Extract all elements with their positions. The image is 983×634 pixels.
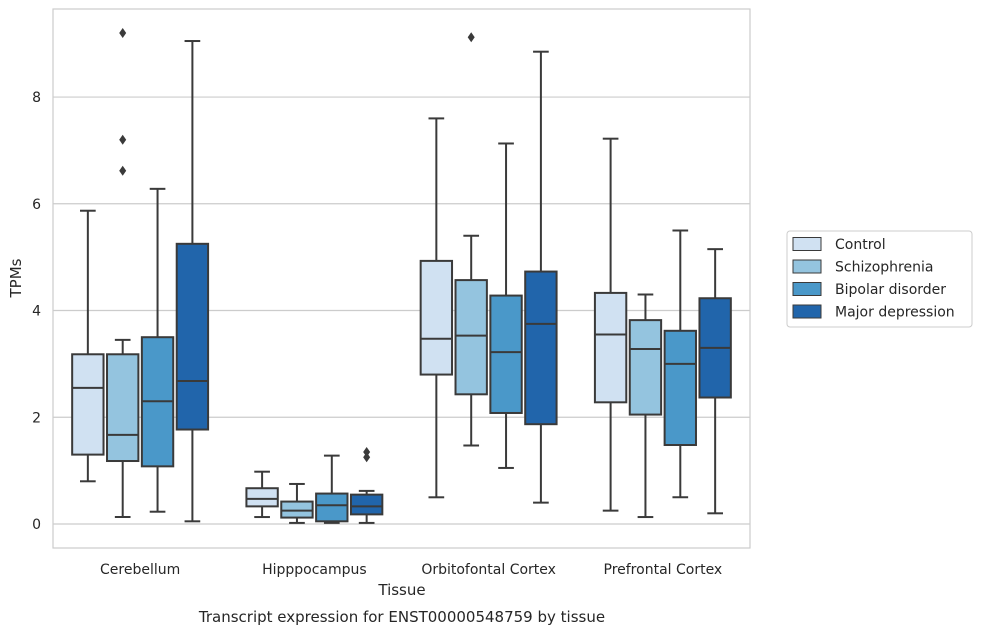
box-iqr <box>663 329 697 447</box>
outlier-point <box>119 134 127 145</box>
box-iqr <box>489 294 523 414</box>
box-series <box>71 28 732 524</box>
outlier-point <box>119 165 127 176</box>
box-major-depression <box>175 40 210 523</box>
box-iqr <box>280 500 314 519</box>
x-tick-label: Hipppocampus <box>262 562 367 578</box>
legend-swatch <box>792 237 822 251</box>
legend-label: Schizophrenia <box>835 260 933 276</box>
box-iqr <box>315 492 349 523</box>
box-iqr <box>245 487 279 508</box>
box-major-depression <box>698 248 732 515</box>
y-tick-label: 2 <box>32 410 41 426</box>
legend-label: Bipolar disorder <box>835 282 946 298</box>
outlier-point <box>363 452 371 463</box>
box-iqr <box>628 319 663 416</box>
plot-frame <box>52 8 751 549</box>
box-iqr <box>454 279 488 396</box>
box-major-depression <box>349 446 384 524</box>
legend-swatch <box>792 259 822 274</box>
legend-frame <box>786 230 973 328</box>
box-bipolar-disorder <box>315 454 349 524</box>
box-control <box>71 209 105 483</box>
box-bipolar-disorder <box>489 142 523 469</box>
box-schizophrenia <box>454 32 488 447</box>
box-bipolar-disorder <box>663 229 697 499</box>
box-bipolar-disorder <box>140 187 175 513</box>
box-iqr <box>175 242 210 431</box>
x-tick-label: Prefrontal Cortex <box>604 562 723 578</box>
box-iqr <box>419 259 454 376</box>
outlier-point <box>363 446 371 457</box>
box-control <box>245 470 279 519</box>
chart-caption: Transcript expression for ENST0000054875… <box>198 608 605 626</box>
x-axis-ticks: Cerebellum Hipppocampus Orbitofontal Corte… <box>100 562 722 578</box>
y-axis-label: TPMs <box>7 258 25 298</box>
y-tick-label: 4 <box>32 304 41 320</box>
x-tick-label: Cerebellum <box>100 562 180 578</box>
box-schizophrenia <box>106 28 140 519</box>
box-iqr <box>349 493 384 516</box>
box-schizophrenia <box>628 293 663 519</box>
y-axis-ticks: 0 2 4 6 8 <box>32 90 41 533</box>
legend-label: Control <box>835 237 886 253</box>
box-schizophrenia <box>280 482 314 524</box>
x-tick-label: Orbitofontal Cortex <box>421 562 556 578</box>
y-tick-label: 6 <box>32 197 41 213</box>
legend-swatch <box>792 304 822 319</box>
y-tick-label: 0 <box>32 517 41 533</box>
box-control <box>419 117 454 499</box>
legend-label: Major depression <box>835 305 955 321</box>
x-axis-label: Tissue <box>377 581 425 599</box>
box-iqr <box>106 353 140 463</box>
y-tick-label: 8 <box>32 90 41 106</box>
box-control <box>593 137 628 512</box>
box-iqr <box>593 291 628 404</box>
legend: Control Schizophrenia Bipolar disorder Majo… <box>786 230 973 328</box>
outlier-point <box>467 32 475 43</box>
legend-swatch <box>792 282 822 296</box>
box-iqr <box>524 270 558 426</box>
box-iqr <box>71 353 105 456</box>
outlier-point <box>119 28 127 39</box>
box-major-depression <box>524 50 558 504</box>
